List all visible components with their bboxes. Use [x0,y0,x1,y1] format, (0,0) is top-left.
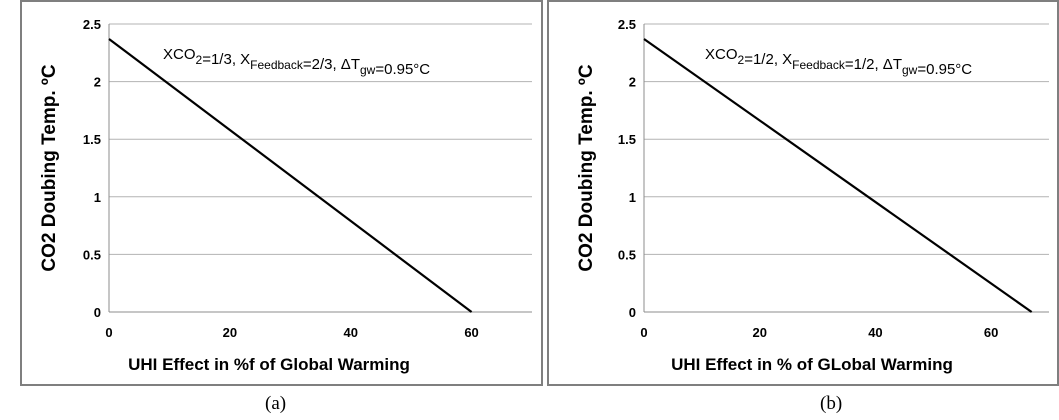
x-tick-label: 20 [223,325,237,340]
y-tick-label: 1.5 [83,132,101,147]
x-tick-label: 0 [640,325,647,340]
y-tick-label: 2.5 [618,17,636,32]
y-axis-label: CO2 Doubing Temp. ºC [576,64,597,271]
x-axis-label: UHI Effect in %f of Global Warming [128,355,410,374]
x-tick-label: 60 [464,325,478,340]
y-tick-label: 0.5 [83,247,101,262]
y-tick-label: 0 [629,305,636,320]
chart-a-svg: 0 0.5 1 1.5 2 2.5 0 20 40 60 UHI Effect in %f of G… [39,17,532,374]
y-axis-label: CO2 Doubing Temp. ºC [39,64,60,271]
y-tick-label: 1 [94,190,101,205]
y-tick-label: 0 [94,305,101,320]
chart-b-svg: 0 0.5 1 1.5 2 2.5 0 20 40 60 UHI Effect in % of GL… [576,17,1049,374]
y-tick-label: 2.5 [83,17,101,32]
series-line [108,38,473,313]
annotation-text: XCO2=1/3, XFeedback=2/3, ΔTgw=0.95°C [163,46,430,78]
x-tick-label: 40 [343,325,357,340]
x-tick-label: 20 [752,325,766,340]
y-tick-label: 2 [629,75,636,90]
annotation-text: XCO2=1/2, XFeedback=1/2, ΔTgw=0.95°C [705,46,972,78]
y-tick-label: 0.5 [618,247,636,262]
x-axis-label: UHI Effect in % of GLobal Warming [671,355,953,374]
series-line [643,38,1033,313]
x-tick-label: 40 [868,325,882,340]
y-tick-label: 1.5 [618,132,636,147]
y-tick-label: 2 [94,75,101,90]
x-tick-label: 0 [105,325,112,340]
x-tick-label: 60 [984,325,998,340]
chart-panel-b: 0 0.5 1 1.5 2 2.5 0 20 40 60 UHI Effect in % of GL… [547,0,1059,386]
caption-b: (b) [820,393,843,414]
y-tick-label: 1 [629,190,636,205]
caption-a: (a) [265,393,287,414]
chart-panel-a: 0 0.5 1 1.5 2 2.5 0 20 40 60 UHI Effect in %f of G… [20,0,543,386]
